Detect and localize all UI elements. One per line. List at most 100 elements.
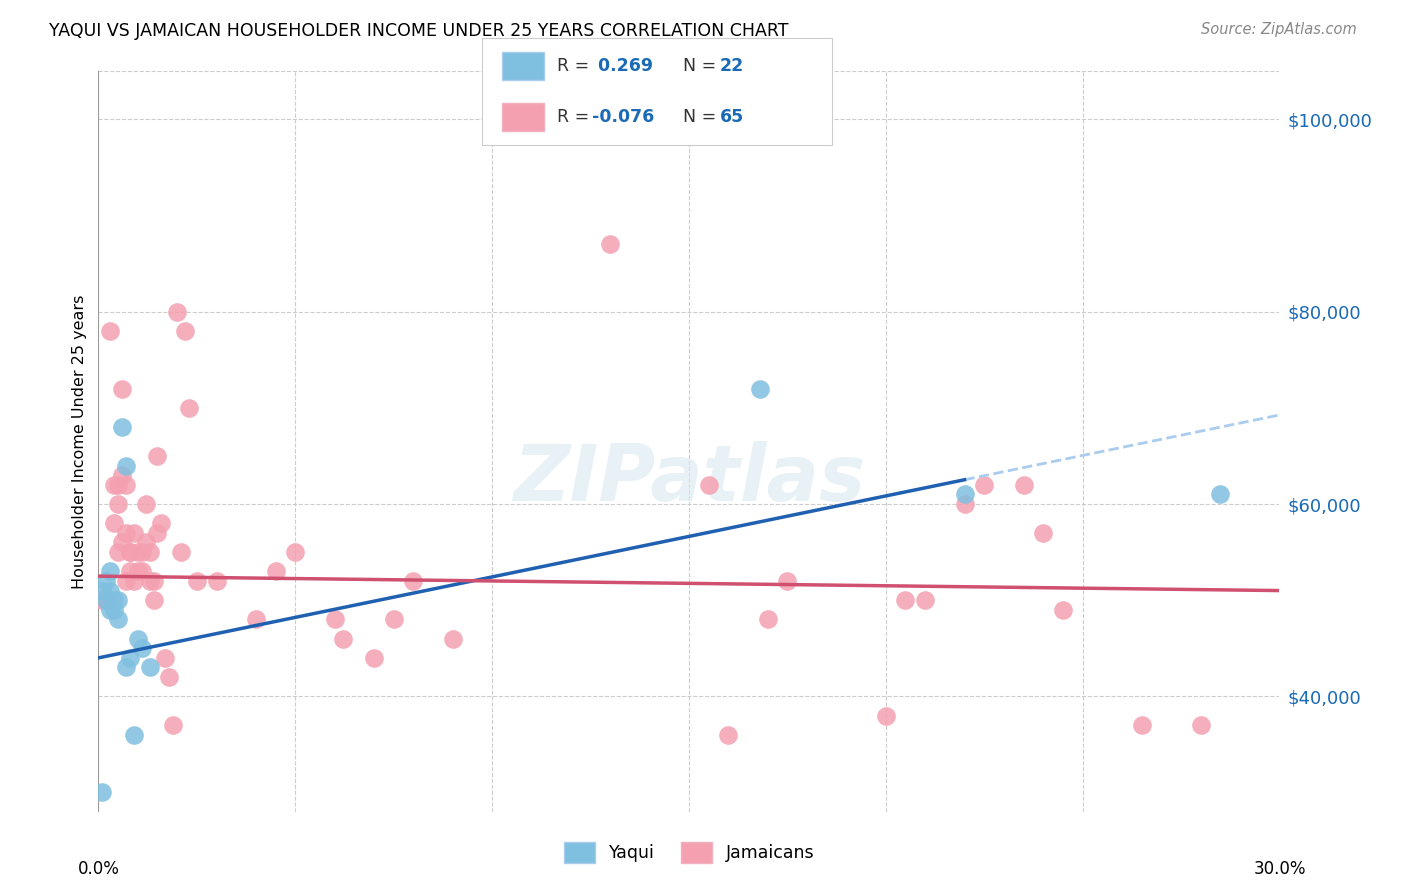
Point [402,574,425,588]
Point [914,593,936,607]
Point [332,632,354,646]
Point [131,565,153,579]
Point [142,574,165,588]
Point [98,583,121,598]
Text: N =: N = [672,108,721,126]
Text: ZIPatlas: ZIPatlas [513,441,865,516]
Point [98,565,121,579]
Point [107,497,129,511]
Point [157,670,180,684]
Point [748,382,770,396]
Point [127,545,149,559]
Point [894,593,917,607]
Text: 22: 22 [720,57,744,75]
Point [115,574,138,588]
Point [697,478,720,492]
Point [122,574,145,588]
Text: -0.076: -0.076 [592,108,654,126]
Point [1130,718,1153,732]
Point [1012,478,1035,492]
Point [174,324,197,338]
Point [166,304,188,318]
Text: YAQUI VS JAMAICAN HOUSEHOLDER INCOME UNDER 25 YEARS CORRELATION CHART: YAQUI VS JAMAICAN HOUSEHOLDER INCOME UND… [49,22,789,40]
Point [103,603,125,617]
Text: R =: R = [557,108,595,126]
Point [441,632,464,646]
Point [111,420,134,434]
Point [138,574,160,588]
Point [245,612,267,626]
Point [135,497,157,511]
Point [122,525,145,540]
Text: 65: 65 [720,108,744,126]
Point [107,612,129,626]
Point [115,478,138,492]
Point [205,574,228,588]
Point [98,603,121,617]
Point [186,574,208,588]
Point [1032,525,1054,540]
Point [91,785,114,799]
Point [382,612,405,626]
Point [155,651,177,665]
Point [115,458,138,473]
Point [131,641,153,656]
Point [138,545,160,559]
Point [146,525,169,540]
Point [118,565,141,579]
Point [111,535,134,549]
Point [118,545,141,559]
Point [103,478,125,492]
Point [1189,718,1212,732]
Point [138,660,160,674]
Point [115,525,138,540]
Point [107,478,129,492]
Point [756,612,779,626]
Point [91,593,114,607]
Point [96,574,118,588]
Point [118,651,141,665]
Point [118,545,141,559]
Text: 0.269: 0.269 [592,57,652,75]
Point [162,718,184,732]
Point [1052,603,1074,617]
Point [111,382,134,396]
Point [96,593,118,607]
Point [131,545,153,559]
Point [103,516,125,531]
Point [107,545,129,559]
Point [284,545,307,559]
Point [973,478,995,492]
Point [717,728,740,742]
Point [98,324,121,338]
Text: 30.0%: 30.0% [1253,860,1306,878]
Point [264,565,287,579]
Text: R =: R = [557,57,595,75]
Point [170,545,193,559]
Point [103,593,125,607]
Point [91,583,114,598]
Text: N =: N = [672,57,721,75]
Point [875,708,897,723]
Point [953,487,976,501]
Point [953,497,976,511]
Point [122,728,145,742]
Point [135,535,157,549]
Legend: Yaqui, Jamaicans: Yaqui, Jamaicans [557,835,821,870]
Point [323,612,346,626]
Point [142,593,165,607]
Point [599,237,621,252]
Point [177,401,200,415]
Y-axis label: Householder Income Under 25 years: Householder Income Under 25 years [72,294,87,589]
Point [363,651,385,665]
Point [96,593,118,607]
Point [776,574,799,588]
Point [127,632,149,646]
Point [115,660,138,674]
Point [1209,487,1232,501]
Point [111,468,134,483]
Point [127,565,149,579]
Text: Source: ZipAtlas.com: Source: ZipAtlas.com [1201,22,1357,37]
Text: 0.0%: 0.0% [77,860,120,878]
Point [150,516,173,531]
